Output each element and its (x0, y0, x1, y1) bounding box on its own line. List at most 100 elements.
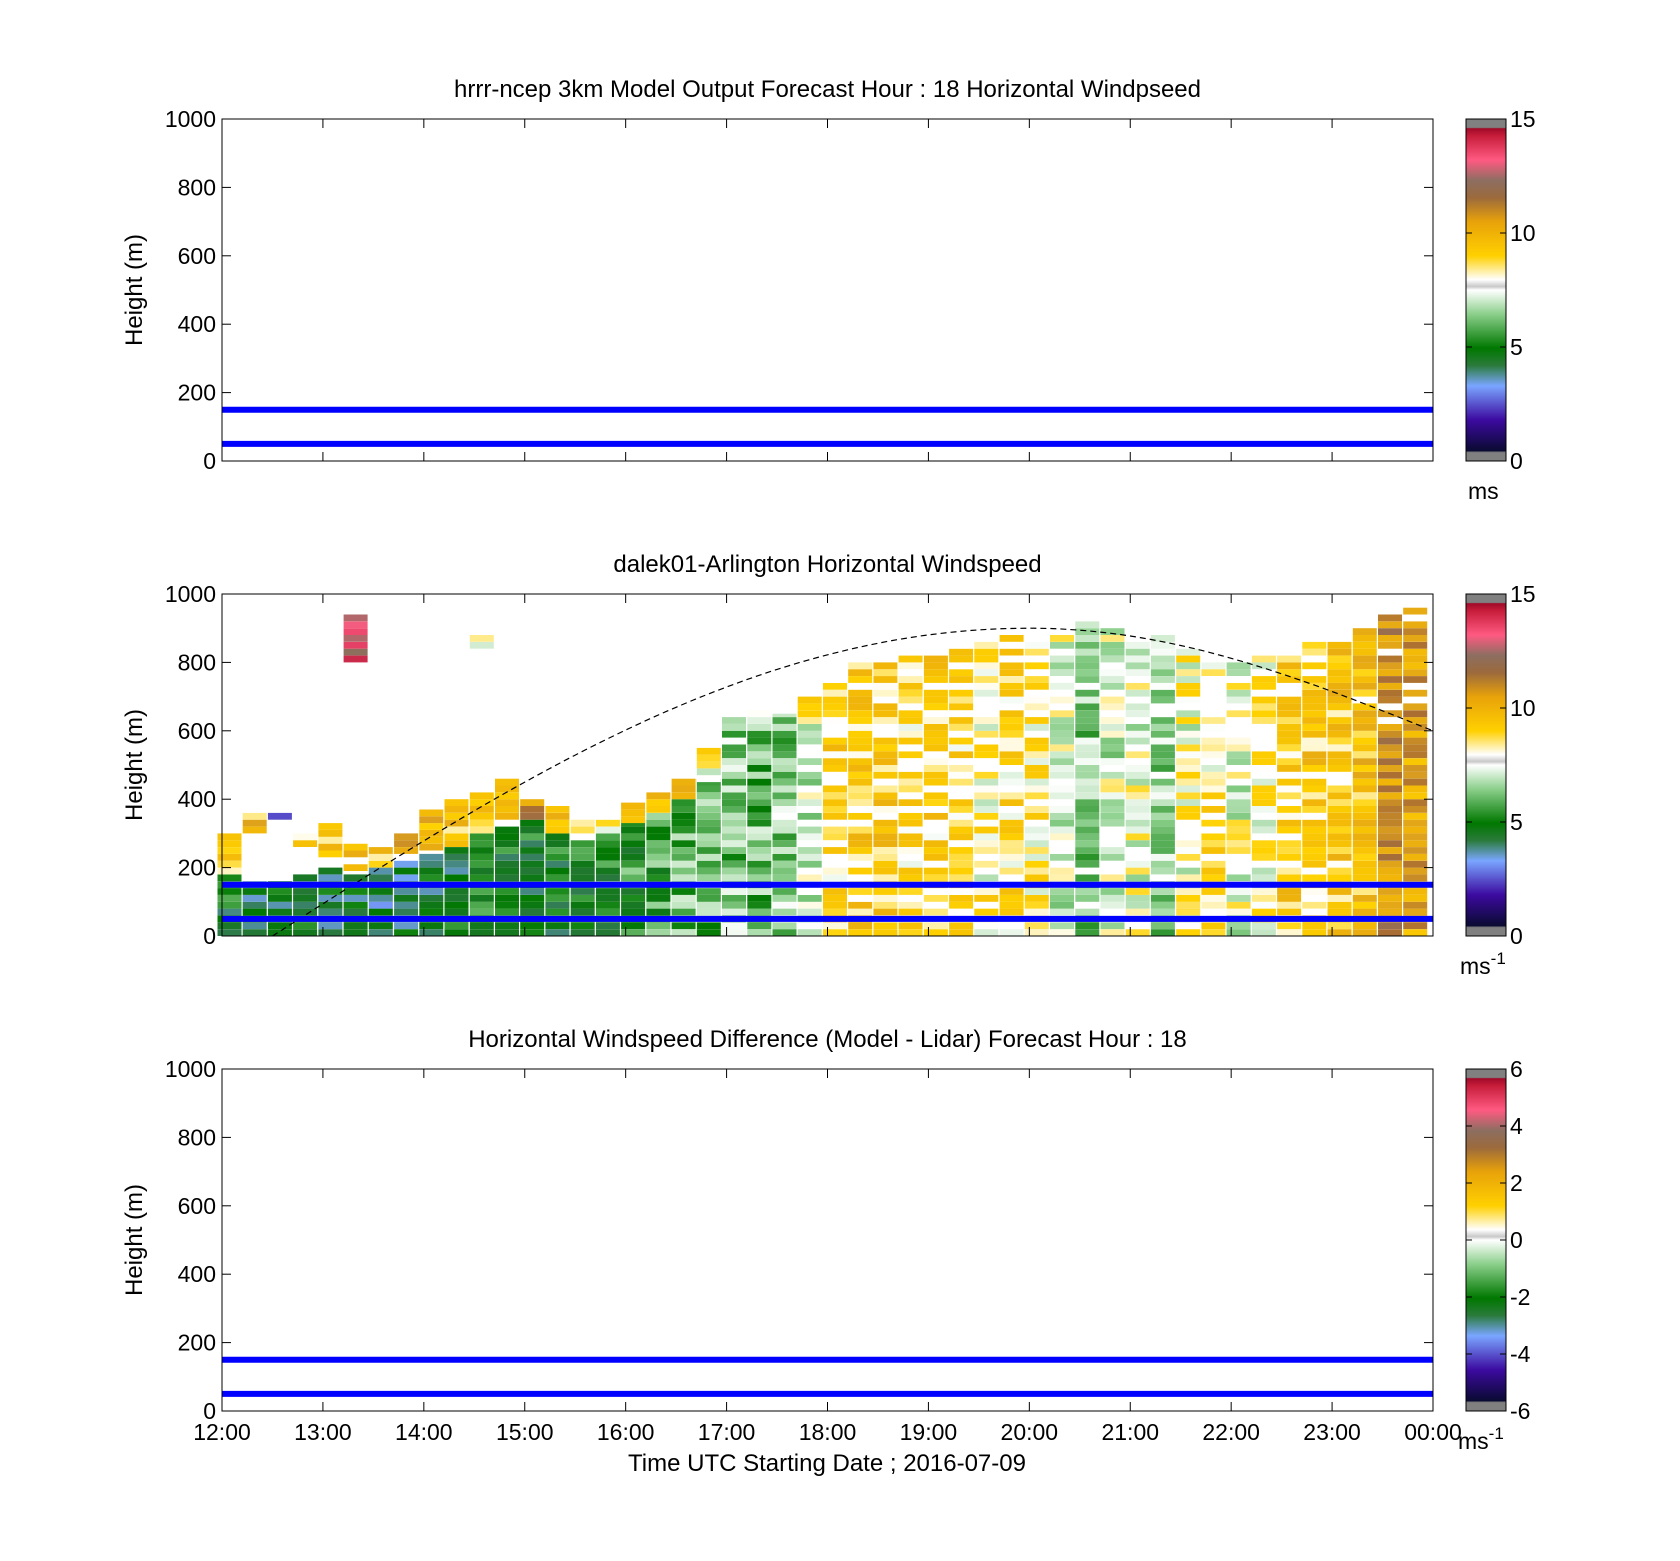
heatmap-cell (1277, 908, 1302, 916)
heatmap-cell (747, 867, 772, 875)
heatmap-cell (1251, 696, 1276, 704)
heatmap-cell (1150, 847, 1175, 854)
heatmap-cell (1075, 648, 1100, 656)
heatmap-cell (1226, 778, 1251, 786)
heatmap-cell (848, 833, 873, 841)
heatmap-cell (293, 840, 318, 847)
heatmap-cell (1251, 792, 1276, 800)
heatmap-cell (1302, 895, 1327, 902)
heatmap-cell (772, 888, 797, 895)
heatmap-cell (1302, 737, 1327, 745)
heatmap-cell (1150, 717, 1175, 724)
heatmap-cell (318, 908, 343, 916)
heatmap-cell (1277, 895, 1302, 902)
heatmap-cell (974, 751, 999, 759)
heatmap-cell (696, 812, 721, 820)
heatmap-cell (1075, 833, 1100, 841)
heatmap-cell (1150, 696, 1175, 704)
heatmap-cell (923, 689, 948, 697)
heatmap-cell (621, 816, 646, 824)
heatmap-cell (999, 888, 1024, 895)
heatmap-cell (1100, 662, 1125, 670)
heatmap-cell (267, 812, 292, 820)
heatmap-cell (898, 655, 923, 663)
heatmap-cell (1251, 826, 1276, 834)
heatmap-cell (873, 669, 898, 676)
heatmap-cell (595, 812, 620, 820)
heatmap-cell (898, 922, 923, 930)
heatmap-cell (974, 669, 999, 676)
heatmap-cell (267, 901, 292, 909)
heatmap-cell (1075, 778, 1100, 786)
heatmap-cell (671, 819, 696, 827)
heatmap-cell (1277, 696, 1302, 704)
heatmap-cell (469, 908, 494, 916)
heatmap-cell (343, 864, 368, 871)
heatmap-cell (1024, 874, 1049, 882)
heatmap-cell (1100, 758, 1125, 765)
heatmap-cell (898, 682, 923, 690)
heatmap-cell (242, 929, 267, 936)
heatmap-cell (570, 847, 595, 854)
heatmap-cell (1125, 901, 1150, 909)
heatmap-cell (1201, 648, 1226, 656)
heatmap-cell (1201, 806, 1226, 813)
heatmap-cell (747, 730, 772, 738)
heatmap-cell (848, 662, 873, 670)
heatmap-cell (545, 840, 570, 847)
heatmap-cell (1352, 860, 1377, 868)
heatmap-cell (1150, 860, 1175, 868)
heatmap-cell (444, 819, 469, 827)
heatmap-cell (293, 895, 318, 902)
heatmap-cell (696, 922, 721, 930)
heatmap-cell (1075, 621, 1100, 629)
heatmap-cell (848, 792, 873, 800)
heatmap-cell (1352, 682, 1377, 690)
heatmap-cell (469, 799, 494, 806)
heatmap-cell (1277, 785, 1302, 793)
heatmap-cell (873, 874, 898, 882)
heatmap-cell (545, 860, 570, 868)
heatmap-cell (1251, 765, 1276, 772)
heatmap-cell (1277, 758, 1302, 765)
heatmap-cell (1403, 778, 1428, 786)
heatmap-cell (343, 895, 368, 902)
colorbar-tick-label: 0 (1510, 1227, 1523, 1253)
heatmap-cell (1403, 744, 1428, 752)
heatmap-cell (1403, 853, 1428, 861)
heatmap-cell (797, 806, 822, 813)
heatmap-cell (1125, 908, 1150, 916)
heatmap-cell (1050, 628, 1074, 635)
heatmap-cell (1150, 744, 1175, 752)
heatmap-cell (923, 703, 948, 711)
heatmap-cell (1100, 628, 1125, 635)
heatmap-cell (1125, 669, 1150, 676)
heatmap-cell (469, 888, 494, 895)
heatmap-cell (923, 737, 948, 745)
heatmap-cell (1125, 724, 1150, 731)
heatmap-cell (1075, 771, 1100, 779)
heatmap-cell (923, 696, 948, 704)
heatmap-cell (974, 689, 999, 697)
heatmap-cell (671, 799, 696, 806)
heatmap-cell (949, 689, 974, 697)
heatmap-cell (999, 771, 1024, 779)
heatmap-cell (495, 799, 519, 806)
heatmap-cell (1251, 929, 1276, 936)
heatmap-cell (1075, 730, 1100, 738)
y-tick-label: 200 (178, 855, 216, 881)
heatmap-cell (747, 758, 772, 765)
heatmap-cell (797, 744, 822, 752)
heatmap-cell (974, 778, 999, 786)
heatmap-cell (1226, 826, 1251, 834)
heatmap-cell (368, 908, 393, 916)
heatmap-cell (823, 730, 847, 738)
heatmap-cell (444, 812, 469, 820)
heatmap-cell (1024, 922, 1049, 930)
heatmap-cell (722, 744, 746, 752)
heatmap-cell (469, 792, 494, 800)
heatmap-cell (873, 751, 898, 759)
heatmap-cell (949, 765, 974, 772)
heatmap-cell (772, 853, 797, 861)
heatmap-cell (545, 806, 570, 813)
